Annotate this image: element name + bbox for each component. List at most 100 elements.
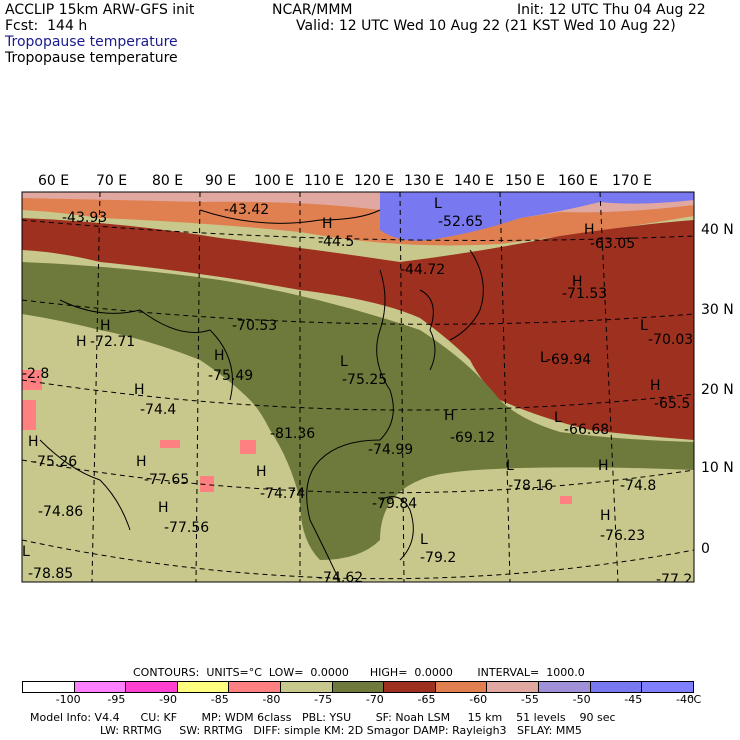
high-marker: H bbox=[134, 382, 145, 398]
value-label: -69.12 bbox=[450, 430, 495, 446]
color-bar-tick-label: -70 bbox=[365, 693, 384, 706]
value-label: -44.5 bbox=[318, 234, 354, 250]
longitude-label: 140 E bbox=[454, 173, 494, 189]
latitude-label: 40 N bbox=[701, 222, 734, 238]
color-bar-segment bbox=[486, 682, 539, 692]
field-title-1: Tropopause temperature bbox=[5, 34, 178, 50]
value-label: -79.2 bbox=[420, 550, 456, 566]
color-bar-tick-label: -90 bbox=[159, 693, 178, 706]
high-marker: H bbox=[214, 348, 225, 364]
high-marker: H bbox=[322, 216, 333, 232]
low-marker: L bbox=[640, 318, 648, 334]
color-bar-segment bbox=[280, 682, 332, 692]
color-bar-segment bbox=[589, 682, 642, 692]
color-bar-segment bbox=[434, 682, 487, 692]
latitude-label: 0 bbox=[701, 541, 710, 557]
value-label: -81.36 bbox=[270, 426, 315, 442]
high-marker: H bbox=[76, 334, 87, 350]
high-marker: H bbox=[136, 454, 147, 470]
center-label: NCAR/MMM bbox=[272, 2, 353, 18]
value-label: -74.62 bbox=[318, 570, 363, 586]
high-marker: H bbox=[600, 508, 611, 524]
color-bar-unit: °C bbox=[688, 693, 702, 706]
physics-info-line: LW: RRTMG SW: RRTMG DIFF: simple KM: 2D … bbox=[100, 724, 582, 737]
color-bar-tick-label: -40 bbox=[676, 693, 694, 706]
high-marker: H bbox=[444, 408, 455, 424]
color-bar-segment bbox=[538, 682, 590, 692]
color-bar-tick-label: -50 bbox=[572, 693, 591, 706]
field-title-2: Tropopause temperature bbox=[5, 50, 178, 66]
color-bar-tick-label: -95 bbox=[107, 693, 126, 706]
value-label: -77.65 bbox=[144, 472, 189, 488]
value-label: -69.94 bbox=[546, 352, 591, 368]
high-marker: H bbox=[598, 458, 609, 474]
latitude-label: 10 N bbox=[701, 460, 734, 476]
low-marker: L bbox=[506, 458, 514, 474]
value-label: -74.74 bbox=[260, 486, 305, 502]
color-bar-segment bbox=[23, 682, 74, 692]
longitude-label: 70 E bbox=[96, 173, 127, 189]
color-bar-segment bbox=[641, 682, 693, 692]
coastlines bbox=[39, 209, 484, 582]
low-marker: L bbox=[420, 532, 428, 548]
value-label: -74.4 bbox=[140, 402, 176, 418]
color-bar-tick-label: -85 bbox=[210, 693, 229, 706]
value-label: -66.68 bbox=[564, 422, 609, 438]
high-marker: H bbox=[572, 274, 583, 290]
color-bar-segment bbox=[331, 682, 384, 692]
map-frame bbox=[21, 191, 695, 583]
longitude-label: 100 E bbox=[254, 173, 294, 189]
model-title: ACCLIP 15km ARW-GFS init bbox=[5, 2, 195, 18]
longitude-label: 150 E bbox=[505, 173, 545, 189]
model-info-line: Model Info: V4.4 CU: KF MP: WDM 6class P… bbox=[30, 711, 616, 724]
value-label: -76.23 bbox=[600, 528, 645, 544]
high-marker: H bbox=[158, 500, 169, 516]
color-bar-tick-label: -80 bbox=[262, 693, 281, 706]
latitude-labels: 40 N 30 N 20 N 10 N 0 bbox=[701, 222, 734, 557]
color-bar-segment bbox=[176, 682, 229, 692]
low-marker: L bbox=[554, 410, 562, 426]
color-bar-tick-label: -60 bbox=[469, 693, 488, 706]
longitude-label: 170 E bbox=[612, 173, 652, 189]
longitude-label: 80 E bbox=[152, 173, 183, 189]
color-bar-tick-label: -75 bbox=[314, 693, 333, 706]
low-marker: L bbox=[540, 350, 548, 366]
longitude-label: 130 E bbox=[404, 173, 444, 189]
color-bar bbox=[22, 681, 694, 693]
longitude-label: 110 E bbox=[304, 173, 344, 189]
value-label: -78.85 bbox=[28, 566, 73, 582]
color-bar-segment bbox=[383, 682, 435, 692]
longitude-label: 90 E bbox=[205, 173, 236, 189]
value-label: -74.99 bbox=[368, 442, 413, 458]
color-bar-tick-label: -100 bbox=[55, 693, 81, 706]
value-label: -2.8 bbox=[22, 366, 49, 382]
color-bar-segment bbox=[125, 682, 177, 692]
longitude-labels: 60 E 70 E 80 E 90 E 100 E 110 E 120 E 130 E 140 … bbox=[38, 173, 652, 189]
low-marker: L bbox=[434, 196, 442, 212]
value-label: -79.84 bbox=[372, 496, 417, 512]
value-label: -75.26 bbox=[32, 454, 77, 470]
color-bar-segment bbox=[73, 682, 126, 692]
longitude-label: 120 E bbox=[354, 173, 394, 189]
high-marker: H bbox=[100, 318, 111, 334]
grid-lines bbox=[22, 192, 694, 582]
low-marker: L bbox=[340, 354, 348, 370]
contours-info: CONTOURS: UNITS=°C LOW= 0.0000 HIGH= 0.0… bbox=[133, 666, 585, 679]
high-marker: H bbox=[256, 464, 267, 480]
init-time: Init: 12 UTC Thu 04 Aug 22 bbox=[517, 2, 706, 18]
value-label: -70.53 bbox=[232, 318, 277, 334]
color-bar-segment bbox=[228, 682, 281, 692]
color-bar-tick-label: -65 bbox=[417, 693, 436, 706]
color-bar-ticks: -100 -95 -90 -85 -80 -75 -70 -65 -60 -55 -50 -45 -40… bbox=[22, 694, 702, 708]
value-label: -72.71 bbox=[90, 334, 135, 350]
latitude-label: 30 N bbox=[701, 302, 734, 318]
color-bar-tick-label: -45 bbox=[624, 693, 643, 706]
value-label: -43.93 bbox=[62, 210, 107, 226]
value-label: -70.03 bbox=[648, 332, 693, 348]
latitude-label: 20 N bbox=[701, 382, 734, 398]
map-annotations: -43.93 -43.42H-44.5L-52.65-44.72H-63.05H-… bbox=[22, 196, 693, 586]
high-marker: H bbox=[650, 378, 661, 394]
value-label: -71.53 bbox=[562, 286, 607, 302]
value-label: -74.86 bbox=[38, 504, 83, 520]
